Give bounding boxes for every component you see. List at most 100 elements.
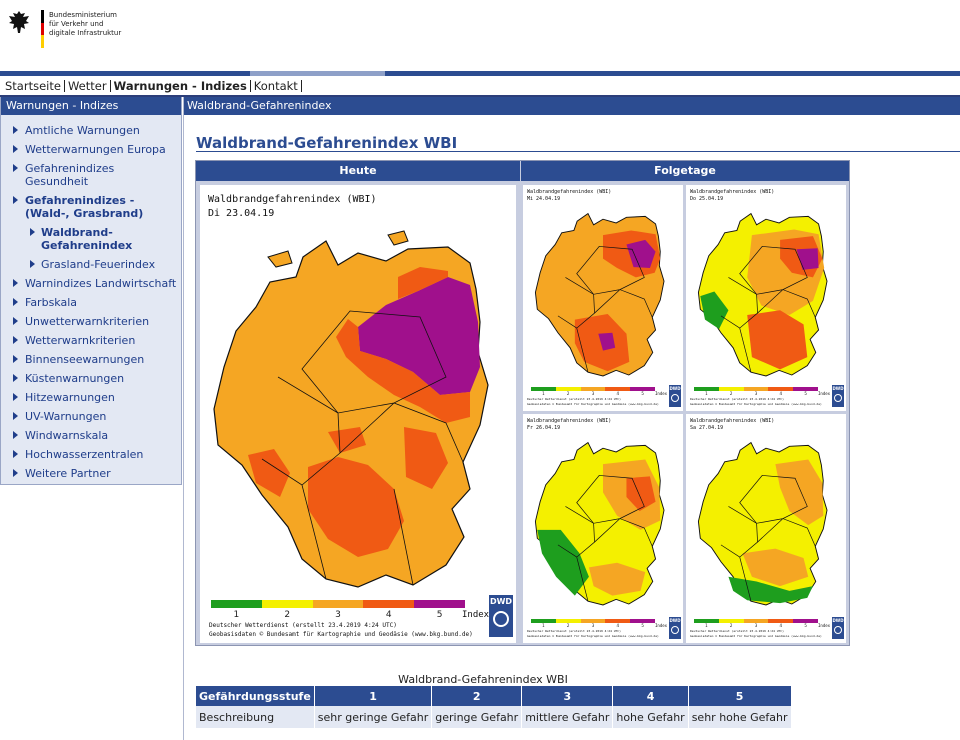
content-divider — [183, 97, 184, 740]
sidebar-item-waldbrand-gefahrenindex[interactable]: Waldbrand-Gefahrenindex — [1, 223, 181, 255]
dwd-logo: DWD — [832, 617, 844, 639]
germany-fire-map-25-04 — [697, 212, 828, 377]
dwd-logo: DWD — [669, 617, 681, 639]
dwd-swirl-icon — [834, 626, 842, 634]
sidebar-menu: Amtliche Warnungen Wetterwarnungen Europ… — [1, 115, 181, 483]
legend-unit: Index — [462, 610, 490, 620]
arrow-right-icon — [13, 317, 18, 325]
decorative-color-bars — [0, 71, 960, 76]
sidebar-item-grasland-feuerindex[interactable]: Grasland-Feuerindex — [1, 255, 181, 274]
main-map-footer-source: Deutscher Wetterdienst (erstellt 23.4.20… — [209, 622, 397, 629]
sidebar-item-hochwasserzentralen[interactable]: Hochwasserzentralen — [1, 445, 181, 464]
sidebar-item-amtliche-warnungen[interactable]: Amtliche Warnungen — [1, 121, 181, 140]
page-title: Waldbrand-Gefahrenindex WBI — [196, 134, 458, 152]
sidebar-item-gefahrenindizes-brand[interactable]: Gefahrenindizes - (Wald-, Grasbrand) — [1, 191, 181, 223]
legend-swatch-2 — [261, 600, 313, 608]
germany-fire-map-today — [213, 230, 489, 588]
sidebar-item-windwarnskala[interactable]: Windwarnskala — [1, 426, 181, 445]
content-title-bar: Waldbrand-Gefahrenindex — [184, 97, 960, 115]
arrow-right-icon — [30, 260, 35, 268]
sidebar-item-hitzewarnungen[interactable]: Hitzewarnungen — [1, 388, 181, 407]
dwd-logo: DWD — [669, 385, 681, 407]
column-header-next-days: Folgetage — [521, 161, 849, 181]
table-header-level: 1 — [314, 686, 433, 706]
arrow-right-icon — [13, 393, 18, 401]
title-underline — [196, 151, 960, 152]
nav-wetter[interactable]: Wetter — [67, 79, 107, 93]
sidebar-item-uv-warnungen[interactable]: UV-Warnungen — [1, 407, 181, 426]
legend-bar-small — [694, 387, 818, 391]
table-caption: Waldbrand-Gefahrenindex WBI — [398, 673, 568, 686]
table-cell: sehr hohe Gefahr — [688, 706, 792, 728]
nav-kontakt[interactable]: Kontakt — [253, 79, 298, 93]
table-header-label: Gefährdungsstufe — [196, 686, 315, 706]
table-cell: geringe Gefahr — [431, 706, 523, 728]
sidebar-item-farbskala[interactable]: Farbskala — [1, 293, 181, 312]
dwd-logo: DWD — [489, 595, 513, 637]
arrow-right-icon — [13, 412, 18, 420]
main-map-date: Di 23.04.19 — [208, 208, 275, 219]
forecast-map-24-04[interactable]: Waldbrandgefahrenindex (WBI) Mi 24.04.19… — [523, 185, 683, 411]
arrow-right-icon — [13, 145, 18, 153]
map-frame: Heute Folgetage Waldbrandgefahrenindex (… — [195, 160, 850, 646]
sidebar-item-kuestenwarnungen[interactable]: Küstenwarnungen — [1, 369, 181, 388]
dwd-swirl-icon — [834, 394, 842, 402]
sidebar-item-weitere-partner[interactable]: Weitere Partner — [1, 464, 181, 483]
sidebar-item-unwetterwarnkriterien[interactable]: Unwetterwarnkriterien — [1, 312, 181, 331]
table-row-label: Beschreibung — [196, 706, 315, 728]
dwd-swirl-icon — [671, 626, 679, 634]
nav-startseite[interactable]: Startseite — [5, 79, 61, 93]
sidebar-item-wetterwarnungen-europa[interactable]: Wetterwarnungen Europa — [1, 140, 181, 159]
legend-bar-small — [694, 619, 818, 623]
table-header-level: 3 — [521, 686, 614, 706]
germany-fire-map-26-04 — [534, 441, 665, 606]
forecast-map-25-04[interactable]: Waldbrandgefahrenindex (WBI) Do 25.04.19… — [686, 185, 846, 411]
federal-eagle-icon — [9, 11, 29, 33]
legend-swatch-5 — [414, 600, 465, 608]
arrow-right-icon — [13, 450, 18, 458]
table-header-level: 2 — [431, 686, 523, 706]
legend-bar-small — [531, 387, 655, 391]
forecast-map-27-04[interactable]: Waldbrandgefahrenindex (WBI) Sa 27.04.19… — [686, 414, 846, 643]
main-map-panel[interactable]: Waldbrandgefahrenindex (WBI) Di 23.04.19… — [200, 185, 516, 643]
arrow-right-icon — [13, 374, 18, 382]
ministry-logo[interactable]: Bundesministerium für Verkehr und digita… — [8, 8, 128, 58]
table-cell: hohe Gefahr — [612, 706, 689, 728]
germany-fire-map-27-04 — [697, 441, 828, 606]
sidebar-item-wetterwarnkriterien[interactable]: Wetterwarnkriterien — [1, 331, 181, 350]
table-header-level: 5 — [688, 686, 792, 706]
germany-fire-map-24-04 — [534, 212, 665, 377]
nav-warnungen-indizes[interactable]: Warnungen - Indizes — [113, 79, 247, 93]
sidebar-item-binnenseewarnungen[interactable]: Binnenseewarnungen — [1, 350, 181, 369]
arrow-right-icon — [13, 355, 18, 363]
arrow-right-icon — [13, 336, 18, 344]
arrow-right-icon — [13, 469, 18, 477]
legend-swatch-4 — [363, 600, 415, 608]
main-map-title: Waldbrandgefahrenindex (WBI) — [208, 194, 377, 205]
arrow-right-icon — [13, 298, 18, 306]
forecast-map-26-04[interactable]: Waldbrandgefahrenindex (WBI) Fr 26.04.19… — [523, 414, 683, 643]
sidebar: Warnungen - Indizes Amtliche Warnungen W… — [0, 97, 182, 485]
table-cell: sehr geringe Gefahr — [314, 706, 433, 728]
arrow-right-icon — [30, 228, 35, 236]
sidebar-item-warnindizes-landwirtschaft[interactable]: Warnindizes Landwirtschaft — [1, 274, 181, 293]
table-row: Beschreibung sehr geringe Gefahr geringe… — [196, 706, 792, 728]
legend-bar-small — [531, 619, 655, 623]
table-header-row: Gefährdungsstufe 1 2 3 4 5 — [196, 686, 792, 706]
main-map-legend-bar — [211, 600, 465, 608]
arrow-right-icon — [13, 196, 18, 204]
arrow-right-icon — [13, 164, 18, 172]
main-map-footer-geodata: Geobasisdaten © Bundesamt für Kartograph… — [209, 631, 473, 638]
legend-swatch-1 — [211, 600, 262, 608]
column-header-today: Heute — [196, 161, 520, 181]
table-header-level: 4 — [612, 686, 689, 706]
sidebar-item-gefahrenindizes-gesundheit[interactable]: Gefahrenindizes Gesundheit — [1, 159, 181, 191]
sidebar-title: Warnungen - Indizes — [1, 97, 181, 115]
german-flag-bar — [41, 10, 44, 48]
legend-swatch-3 — [312, 600, 364, 608]
arrow-right-icon — [13, 431, 18, 439]
dwd-swirl-icon — [671, 394, 679, 402]
